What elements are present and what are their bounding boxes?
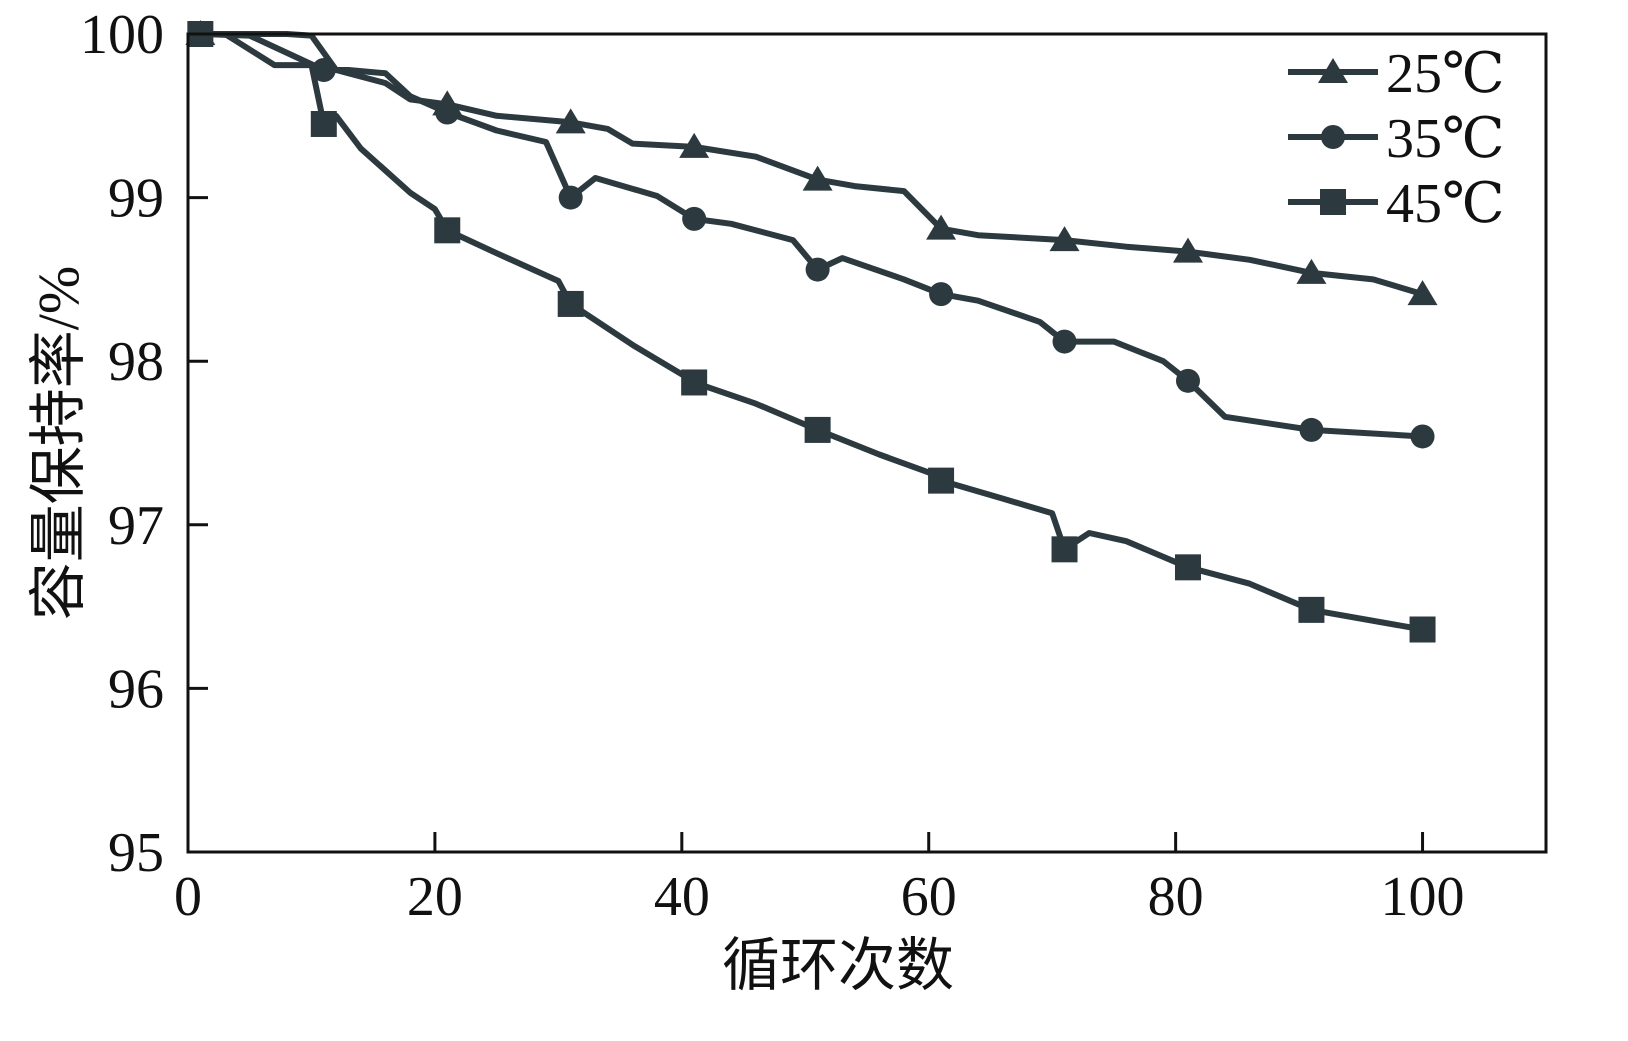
data-point-triangle [1407, 280, 1438, 306]
data-point-triangle [555, 108, 586, 134]
data-point-circle [1052, 329, 1077, 354]
data-point-circle [558, 185, 583, 210]
data-point-circle [682, 206, 707, 231]
legend-label-triangle: 25℃ [1386, 43, 1505, 105]
data-point-square [1409, 616, 1436, 643]
legend: 25℃35℃45℃ [1288, 43, 1505, 235]
x-tick-label: 80 [1148, 866, 1204, 928]
legend-marker-triangle [1318, 58, 1348, 83]
x-tick-label: 40 [654, 866, 710, 928]
data-point-square [434, 217, 461, 244]
data-point-circle [805, 257, 830, 282]
legend-marker-square [1320, 189, 1346, 215]
x-tick-label: 0 [174, 866, 202, 928]
y-tick-label: 100 [80, 4, 164, 66]
x-tick-label: 60 [901, 866, 957, 928]
x-tick-label: 100 [1381, 866, 1465, 928]
data-point-square [310, 110, 337, 137]
data-point-circle [1299, 417, 1324, 442]
y-tick-label: 98 [108, 331, 164, 393]
data-point-square [557, 290, 584, 317]
x-tick-label: 20 [407, 866, 463, 928]
plot-frame [186, 32, 1548, 854]
data-point-triangle [926, 214, 957, 240]
y-axis-label: 容量保持率/% [26, 266, 91, 620]
x-axis-label: 循环次数 [722, 933, 954, 998]
y-tick-label: 95 [108, 822, 164, 884]
data-point-triangle [1296, 258, 1327, 284]
data-point-triangle [1049, 226, 1080, 252]
data-point-square [681, 369, 708, 396]
legend-marker-circle [1321, 125, 1345, 149]
data-point-circle [1175, 368, 1200, 393]
data-point-square [1298, 596, 1325, 623]
data-point-triangle [1172, 237, 1203, 263]
y-axis-ticks: 95 96 97 98 99 100 [80, 4, 208, 884]
legend-label-circle: 35℃ [1386, 108, 1505, 170]
y-tick-label: 99 [108, 168, 164, 230]
data-point-square [1174, 554, 1201, 581]
y-tick-label: 97 [108, 495, 164, 557]
data-point-triangle [679, 132, 710, 158]
data-point-circle [311, 57, 336, 82]
data-point-circle [435, 100, 460, 125]
legend-label-square: 45℃ [1386, 173, 1505, 235]
y-tick-label: 96 [108, 658, 164, 720]
data-point-square [804, 416, 831, 443]
series-line-circle [197, 31, 1426, 440]
marker-layer [185, 20, 1438, 643]
x-axis-ticks: 0 20 40 60 80 100 [174, 832, 1465, 928]
data-point-circle [929, 282, 954, 307]
data-point-square [928, 467, 955, 494]
data-point-triangle [802, 165, 833, 191]
data-point-circle [1410, 424, 1435, 449]
data-point-square [1051, 536, 1078, 563]
